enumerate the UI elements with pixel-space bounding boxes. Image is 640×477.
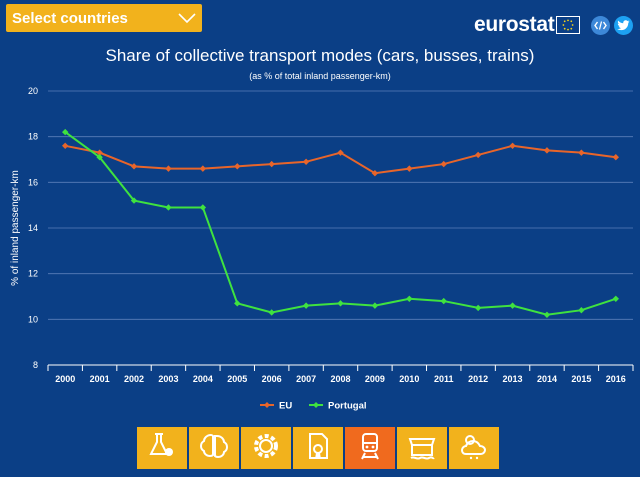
x-tick-label: 2016 — [606, 374, 626, 384]
data-point-eu — [474, 151, 482, 159]
y-tick-label: 18 — [28, 132, 38, 142]
data-point-portugal — [302, 302, 310, 309]
data-point-eu — [62, 142, 69, 149]
x-tick-label: 2000 — [55, 374, 75, 384]
data-point-eu — [268, 160, 275, 168]
gear-icon — [249, 430, 283, 467]
x-tick-label: 2001 — [90, 374, 110, 384]
data-point-portugal — [62, 128, 69, 136]
y-tick-label: 8 — [33, 360, 38, 370]
data-point-eu — [543, 147, 551, 154]
legend-label: Portugal — [328, 401, 367, 412]
data-point-portugal — [509, 302, 516, 309]
eu-flag-icon — [556, 16, 581, 34]
data-point-portugal — [337, 300, 344, 307]
brain-icon — [197, 430, 231, 467]
eurostat-logo: eurostat — [474, 13, 581, 37]
data-point-portugal — [96, 154, 103, 161]
x-tick-label: 2002 — [124, 374, 144, 384]
data-point-portugal — [268, 309, 275, 316]
select-countries-button[interactable]: Select countries — [6, 4, 202, 32]
x-tick-label: 2014 — [537, 374, 557, 384]
data-point-eu — [130, 163, 138, 170]
toolbar-button-gear[interactable] — [241, 427, 291, 469]
data-point-portugal — [578, 307, 585, 314]
y-tick-label: 12 — [28, 269, 38, 279]
embed-code-icon[interactable] — [591, 16, 610, 35]
data-point-eu — [199, 165, 207, 172]
line-chart: 8 10 12 14 16 18 20 2000 2001 2002 2003 2004 2005 200… — [10, 86, 634, 412]
series-line-portugal — [64, 131, 617, 316]
chart-title: Share of collective transport modes (car… — [105, 46, 535, 65]
data-point-portugal — [130, 197, 138, 204]
chemistry-icon — [145, 430, 179, 467]
data-point-portugal — [371, 302, 379, 309]
data-point-eu — [612, 154, 619, 161]
toolbar-button-brain[interactable] — [189, 427, 239, 469]
legend-swatch-marker — [313, 402, 319, 408]
x-tick-label: 2007 — [296, 374, 316, 384]
chart-subtitle: (as % of total inland passenger-km) — [249, 71, 391, 81]
x-tick-label: 2004 — [193, 374, 213, 384]
toolbar-button-train[interactable] — [345, 427, 395, 469]
data-point-portugal — [474, 304, 482, 312]
legend-label: EU — [279, 401, 292, 412]
y-axis-label: % of inland passenger-km — [10, 170, 21, 286]
legend-swatch-marker — [264, 402, 270, 408]
x-tick-label: 2011 — [434, 374, 454, 384]
data-point-eu — [337, 149, 344, 156]
x-tick-label: 2006 — [262, 374, 282, 384]
data-point-portugal — [440, 297, 447, 305]
brand-name: eurostat — [474, 13, 555, 36]
x-tick-label: 2009 — [365, 374, 385, 384]
select-countries-label: Select countries — [12, 9, 128, 27]
x-tick-label: 2005 — [227, 374, 247, 384]
data-point-eu — [440, 160, 447, 168]
y-tick-label: 14 — [28, 223, 38, 233]
data-point-eu — [165, 165, 172, 172]
toolbar-button-certificate[interactable] — [293, 427, 343, 469]
y-tick-label: 20 — [28, 86, 38, 96]
data-point-eu — [302, 158, 310, 165]
data-point-eu — [96, 149, 103, 156]
weather-icon — [457, 430, 491, 467]
data-point-eu — [578, 149, 585, 156]
x-tick-label: 2010 — [399, 374, 419, 384]
data-point-portugal — [199, 204, 207, 211]
data-point-eu — [509, 142, 516, 149]
data-point-portugal — [234, 300, 241, 307]
data-point-portugal — [406, 295, 413, 302]
toolbar-button-weather[interactable] — [449, 427, 499, 469]
x-tick-label: 2012 — [468, 374, 488, 384]
toolbar-button-chemistry[interactable] — [137, 427, 187, 469]
y-tick-label: 10 — [28, 314, 38, 324]
toolbar-button-store[interactable] — [397, 427, 447, 469]
data-point-eu — [371, 170, 379, 177]
x-tick-label: 2013 — [503, 374, 523, 384]
train-icon — [353, 430, 387, 467]
store-icon — [405, 430, 439, 467]
x-tick-label: 2003 — [158, 374, 178, 384]
data-point-portugal — [543, 311, 551, 318]
twitter-icon[interactable] — [614, 16, 633, 35]
data-point-portugal — [165, 204, 172, 211]
data-point-eu — [406, 165, 413, 172]
y-tick-label: 16 — [28, 177, 38, 187]
chevron-down-icon — [172, 4, 202, 32]
data-point-portugal — [612, 295, 619, 302]
data-point-eu — [234, 163, 241, 170]
x-tick-label: 2015 — [571, 374, 591, 384]
x-tick-label: 2008 — [330, 374, 350, 384]
theme-toolbar — [137, 427, 499, 469]
certificate-icon — [301, 430, 335, 467]
